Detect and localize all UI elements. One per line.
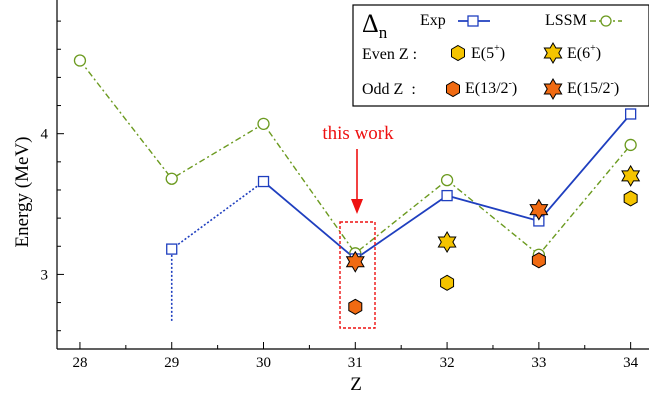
lssm-point [165, 172, 178, 185]
lssm-point [257, 117, 270, 130]
legend-lssm-label: LSSM [545, 12, 587, 29]
e-15-2-point [529, 198, 549, 221]
exp-point [166, 243, 178, 255]
e-13-2-point [531, 252, 546, 269]
legend-lssm-marker [590, 15, 622, 27]
x-tick-label: 31 [348, 355, 363, 371]
x-tick-label: 28 [72, 355, 87, 371]
leg-e15-shape [543, 78, 563, 100]
e-5-point [440, 274, 455, 291]
legend-odd-label: Odd Z : [362, 81, 416, 98]
leg-e6-shape [543, 42, 563, 64]
y-tick-label: 3 [41, 267, 49, 283]
leg-e5-shape [451, 44, 465, 62]
lssm-point [440, 173, 454, 187]
legend-e6-text: E(6+) [567, 43, 601, 62]
legend-even-label: Even Z : [362, 46, 417, 63]
e-13-2-point [348, 298, 363, 315]
legend-box [352, 4, 649, 107]
e-15-2-point [345, 250, 365, 273]
annotation-arrow-head [351, 199, 363, 214]
x-tick-label: 34 [623, 355, 639, 371]
legend-exp-label: Exp [420, 12, 446, 29]
legend-e5-marker [451, 44, 465, 62]
annotation-text: this work [322, 123, 394, 144]
x-tick-label: 29 [164, 355, 179, 371]
markers-layer [73, 54, 641, 315]
legend-e13-text: E(13/2-) [465, 78, 517, 97]
exp-line-dotted [171, 180, 264, 250]
legend-e6-marker [543, 42, 563, 64]
x-tick-label: 32 [440, 355, 455, 371]
y-tick-label: 4 [41, 127, 49, 143]
legend: Δn Exp LSSM Even Z : E(5+) E(6+) Odd Z :… [352, 4, 649, 107]
legend-e13-marker [446, 80, 460, 98]
x-axis-label: Z [350, 374, 362, 395]
exp-point [257, 175, 270, 188]
legend-e15-marker [543, 78, 563, 100]
legend-delta: Δn [362, 9, 388, 42]
exp-point [624, 108, 637, 120]
lssm-point [624, 138, 637, 152]
exp-point [441, 189, 453, 202]
x-tick-label: 30 [256, 355, 271, 371]
x-tick-label: 33 [531, 355, 546, 371]
e-6-point [621, 164, 641, 187]
lssm-point [73, 54, 87, 67]
annotation-box [339, 221, 376, 329]
e-6-point [437, 231, 457, 254]
legend-e5-text: E(5+) [471, 43, 505, 62]
legend-exp-marker [458, 15, 490, 27]
annotation: this work [322, 123, 394, 329]
leg-e13-shape [446, 80, 460, 98]
e-5-point [623, 190, 638, 207]
legend-e15-text: E(15/2-) [567, 78, 619, 97]
y-axis-label: Energy (MeV) [12, 137, 33, 248]
